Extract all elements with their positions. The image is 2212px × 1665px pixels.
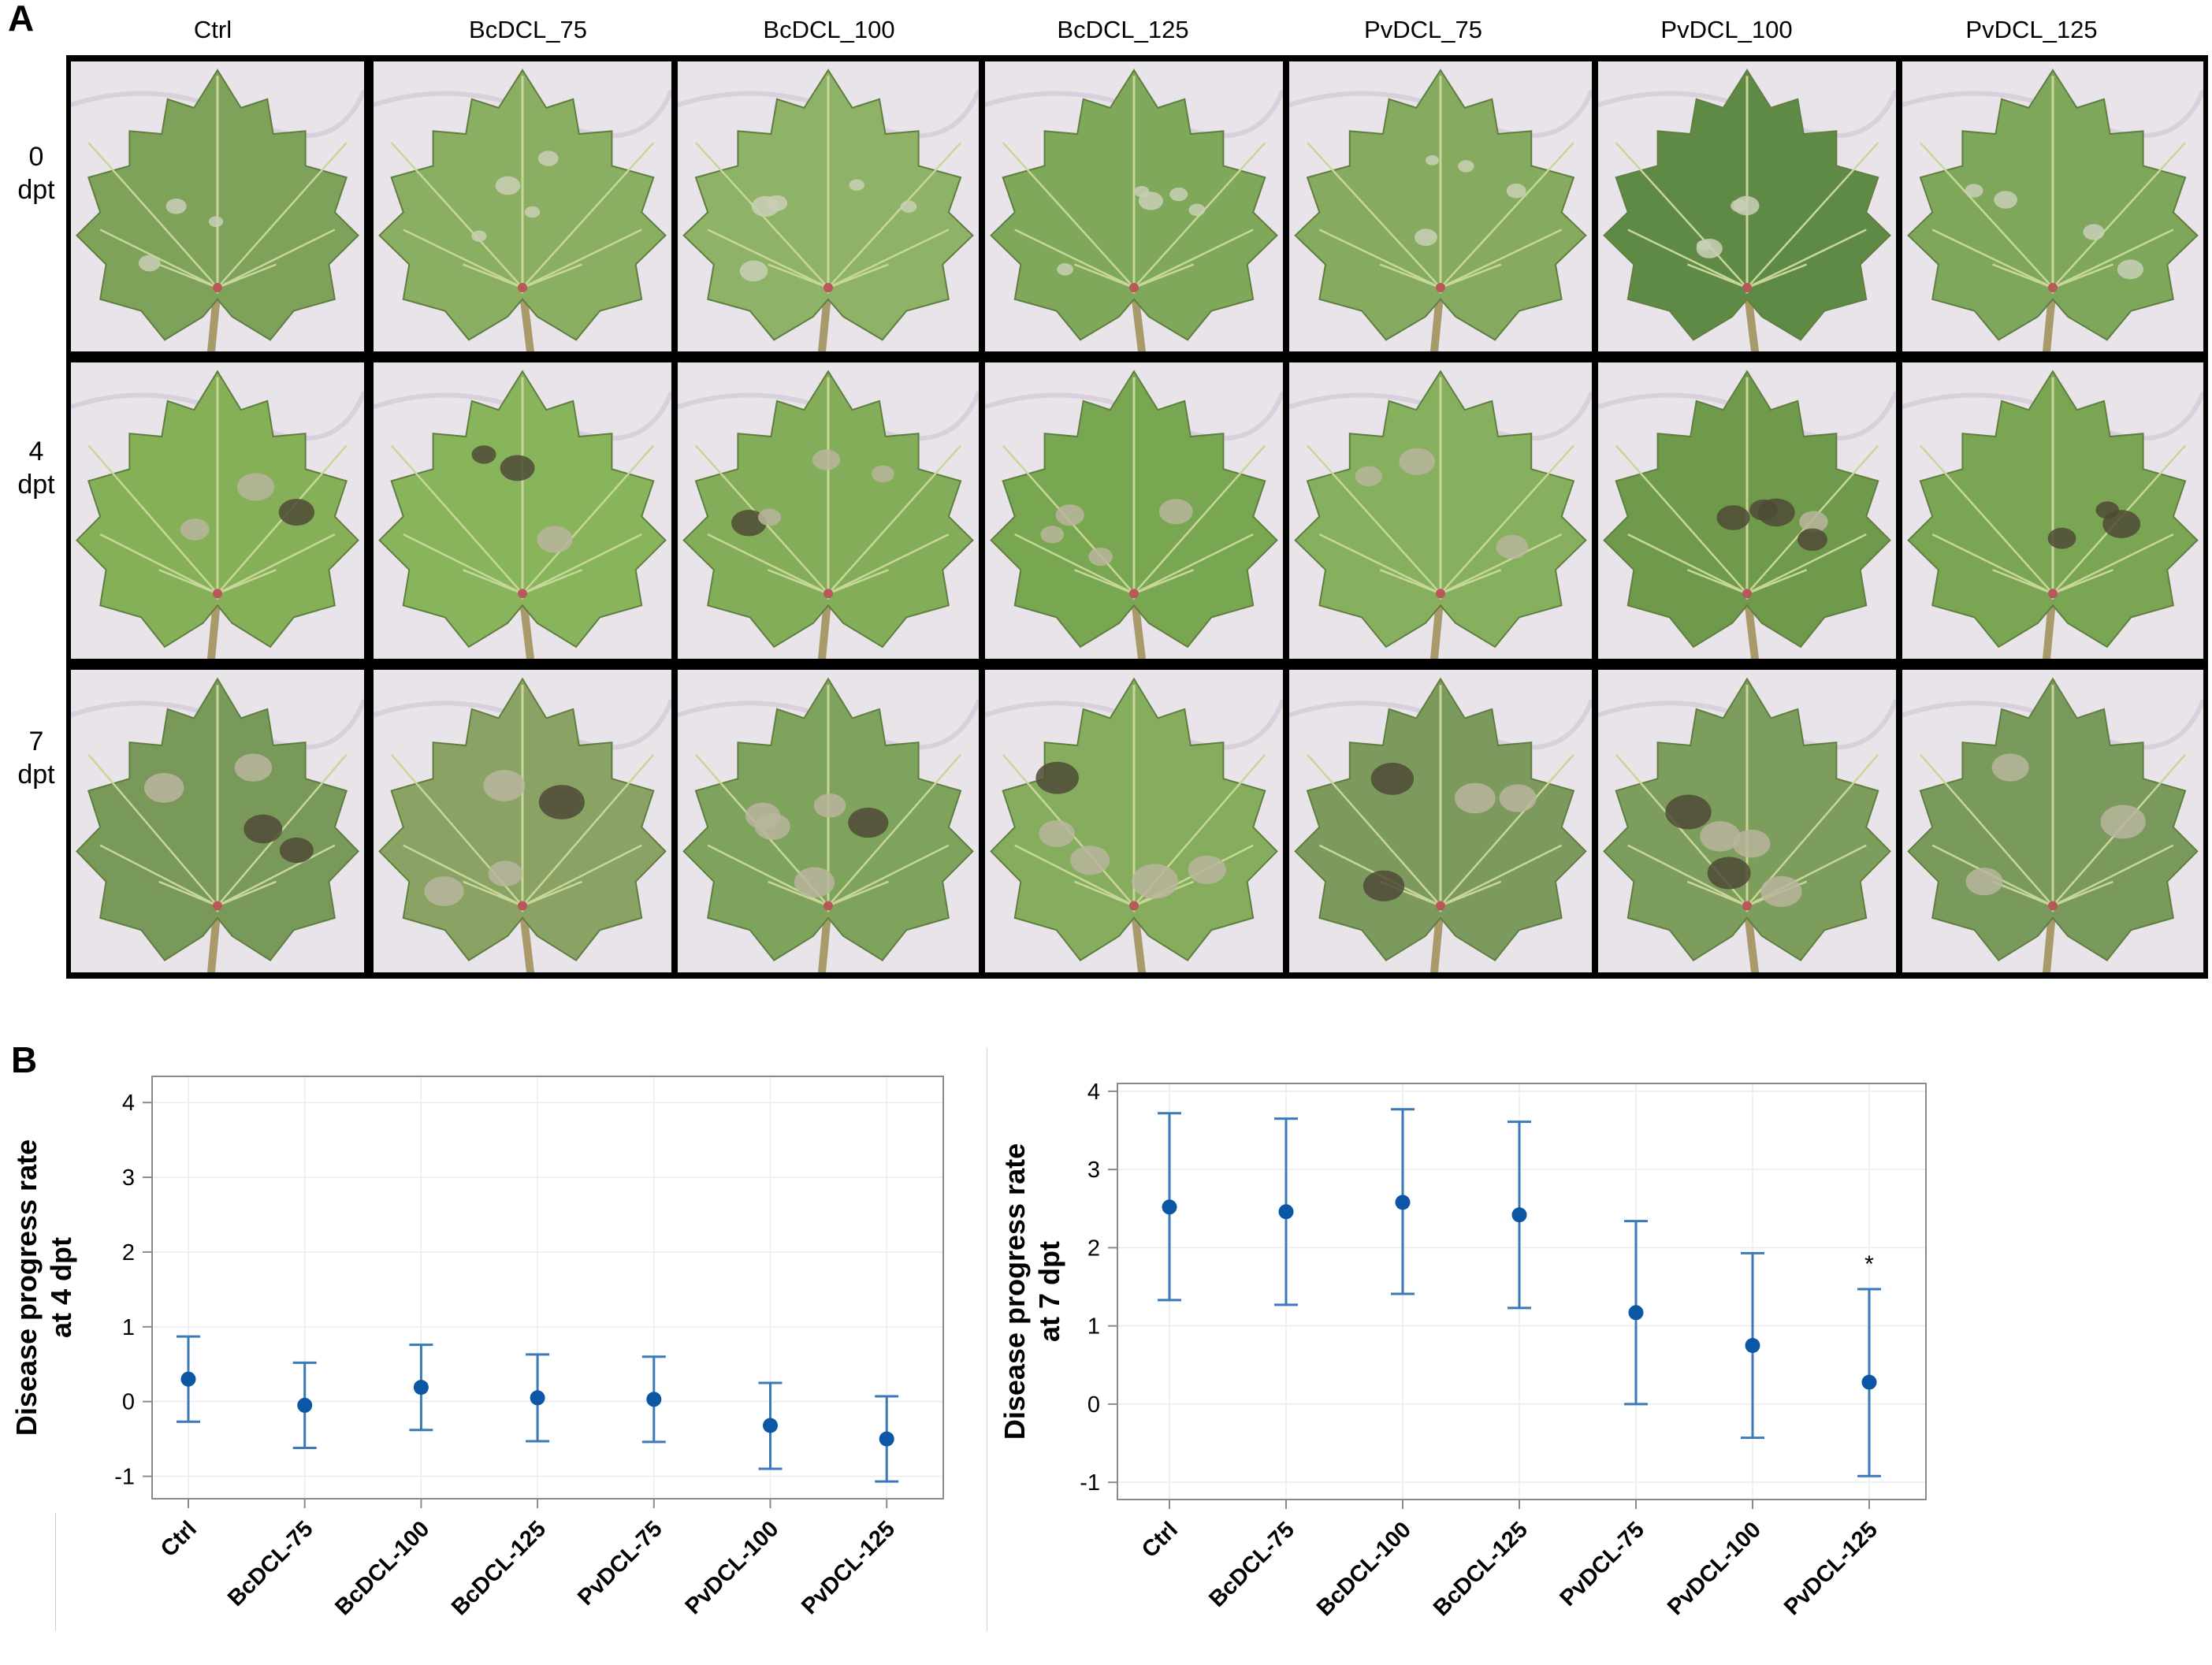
- x-tick-label: Ctrl: [156, 1516, 202, 1562]
- leaf-photo: [1598, 61, 1896, 351]
- x-tick-label: PvDCL-125: [797, 1516, 900, 1619]
- data-point: [180, 1371, 196, 1387]
- leaf-photo: [374, 61, 671, 351]
- y-tick-label: 1: [1087, 1314, 1100, 1340]
- x-tick-label: BcDCL-100: [1312, 1517, 1416, 1621]
- leaf-photo: [678, 362, 979, 659]
- x-tick-label: BcDCL-100: [330, 1516, 434, 1620]
- leaf-photo: [1598, 670, 1896, 972]
- data-point: [763, 1418, 778, 1433]
- data-point: [879, 1431, 894, 1447]
- leaf-photo: [1289, 61, 1592, 351]
- leaf-photo: [1902, 61, 2203, 351]
- leaf-photo: [71, 61, 364, 351]
- data-point: [530, 1390, 545, 1406]
- x-tick-label: BcDCL-125: [1429, 1517, 1533, 1621]
- row-label-unit: dpt: [17, 760, 55, 790]
- x-tick-label: BcDCL-125: [447, 1516, 551, 1620]
- x-tick-label: PvDCL-100: [681, 1516, 784, 1619]
- x-tick-label: BcDCL-75: [223, 1516, 318, 1611]
- leaf-photo: [71, 670, 364, 972]
- plot-frame: [151, 1076, 944, 1500]
- row-label-4dpt: 4 dpt: [11, 435, 61, 501]
- data-point: [297, 1397, 313, 1413]
- x-tick-label: Ctrl: [1137, 1517, 1183, 1563]
- y-tick-label: 4: [1087, 1080, 1100, 1105]
- panel-a-letter: A: [8, 0, 35, 39]
- data-point: [646, 1392, 662, 1407]
- leaf-photo: [678, 61, 979, 351]
- row-label-day: 0: [28, 142, 44, 172]
- y-tick-label: 3: [1087, 1158, 1100, 1183]
- row-label-7dpt: 7 dpt: [11, 725, 61, 791]
- plot-frame: [1117, 1083, 1927, 1500]
- panel-b-letter: B: [11, 1039, 38, 1080]
- y-tick-label: 3: [122, 1165, 135, 1191]
- y-tick-label: 1: [122, 1315, 135, 1340]
- x-tick-label: PvDCL-125: [1779, 1517, 1883, 1620]
- leaf-photo: [1902, 362, 2203, 659]
- row-label-0dpt: 0 dpt: [11, 140, 61, 206]
- x-tick-label: PvDCL-100: [1663, 1517, 1766, 1620]
- data-point: [1278, 1204, 1294, 1220]
- y-tick-label: 0: [122, 1390, 135, 1415]
- row-label-day: 4: [28, 437, 44, 466]
- leaf-photo: [374, 670, 671, 972]
- y-axis-title: Disease progress rateat 7 dpt: [998, 1143, 1065, 1440]
- x-tick-label: PvDCL-75: [1555, 1517, 1649, 1611]
- column-header: PvDCL_125: [1965, 16, 2098, 43]
- column-header: BcDCL_125: [1057, 16, 1189, 43]
- leaf-photo: [985, 362, 1283, 659]
- leaf-photo-grid: [66, 55, 2208, 979]
- leaf-photo: [1598, 362, 1896, 659]
- leaf-photo: [1902, 670, 2203, 972]
- y-tick-label: -1: [114, 1465, 135, 1490]
- column-header: BcDCL_75: [469, 16, 587, 43]
- significance-marker: *: [1864, 1251, 1874, 1277]
- data-point: [413, 1380, 429, 1396]
- row-label-day: 7: [28, 727, 44, 756]
- leaf-photo: [1289, 670, 1592, 972]
- y-tick-label: 2: [1087, 1236, 1100, 1261]
- row-label-unit: dpt: [17, 470, 55, 500]
- leaf-photo: [678, 670, 979, 972]
- leaf-photo: [1289, 362, 1592, 659]
- data-point: [1861, 1374, 1877, 1390]
- leaf-photo: [374, 362, 671, 659]
- leaf-photo: [985, 670, 1283, 972]
- column-header: BcDCL_100: [763, 16, 895, 43]
- leaf-photo: [985, 61, 1283, 351]
- column-header: Ctrl: [193, 16, 232, 43]
- data-point: [1395, 1195, 1411, 1210]
- data-point: [1511, 1207, 1527, 1223]
- panel-guide-line: [55, 1513, 56, 1631]
- data-point: [1162, 1199, 1177, 1215]
- row-label-unit: dpt: [17, 175, 55, 205]
- data-point: [1628, 1305, 1644, 1321]
- y-tick-label: 2: [122, 1240, 135, 1265]
- y-tick-label: -1: [1080, 1470, 1100, 1496]
- column-header: PvDCL_75: [1364, 16, 1482, 43]
- y-axis-title: Disease progress rateat 4 dpt: [10, 1139, 77, 1436]
- y-tick-label: 4: [122, 1091, 135, 1116]
- y-tick-label: 0: [1087, 1392, 1100, 1418]
- column-header: PvDCL_100: [1660, 16, 1793, 43]
- leaf-photo: [71, 362, 364, 659]
- data-point: [1745, 1337, 1760, 1353]
- x-tick-label: BcDCL-75: [1204, 1517, 1299, 1612]
- x-tick-label: PvDCL-75: [573, 1516, 667, 1611]
